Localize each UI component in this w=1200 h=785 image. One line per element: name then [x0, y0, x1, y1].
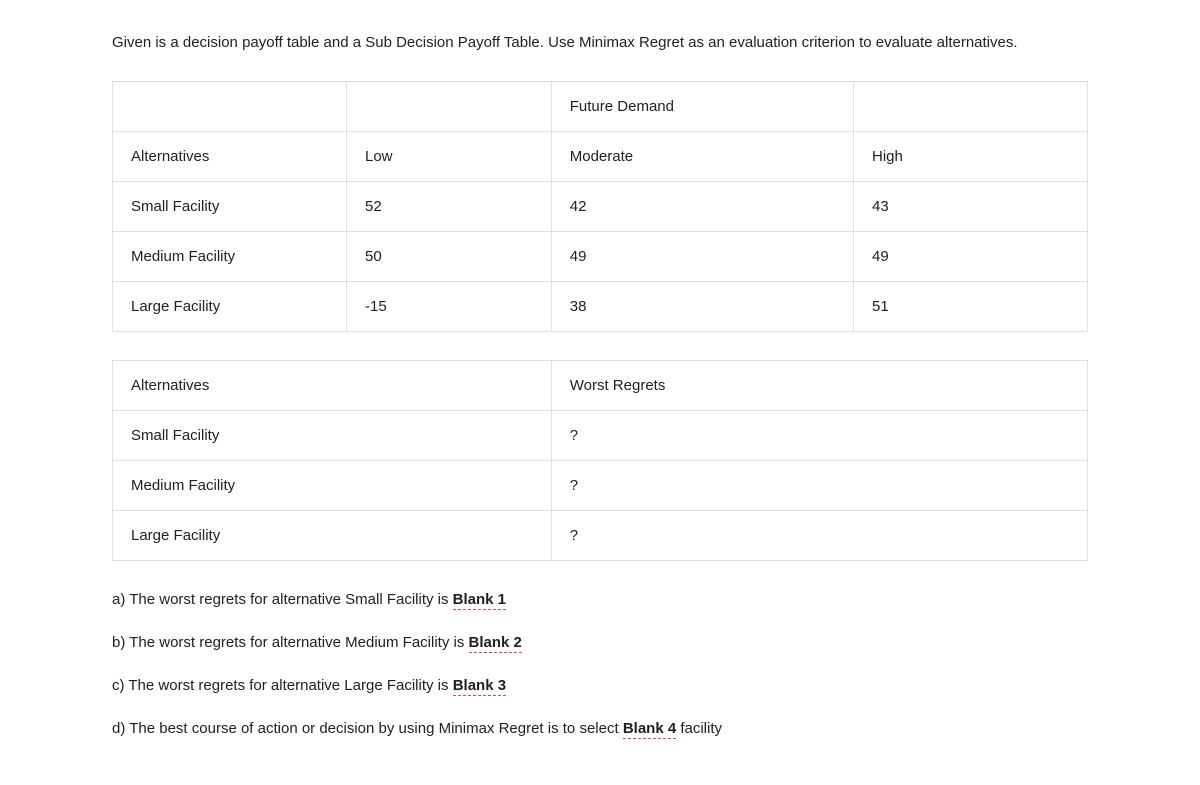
table-row: Medium Facility 50 49 49 [113, 232, 1088, 282]
cell-future-demand: Future Demand [551, 82, 853, 132]
question-d: d) The best course of action or decision… [112, 718, 1088, 739]
table-row: Alternatives Worst Regrets [113, 361, 1088, 411]
questions-block: a) The worst regrets for alternative Sma… [112, 589, 1088, 739]
cell-value: 43 [854, 182, 1088, 232]
question-text: d) The best course of action or decision… [112, 720, 623, 737]
col-header-alternatives: Alternatives [113, 361, 552, 411]
cell-empty [113, 82, 347, 132]
cell-value: ? [551, 411, 1087, 461]
cell-value: ? [551, 461, 1087, 511]
cell-alt: Small Facility [113, 411, 552, 461]
payoff-table: Future Demand Alternatives Low Moderate … [112, 81, 1088, 332]
blank-2[interactable]: Blank 2 [469, 634, 522, 653]
col-header-worst-regrets: Worst Regrets [551, 361, 1087, 411]
table-row: Medium Facility ? [113, 461, 1088, 511]
cell-alt: Small Facility [113, 182, 347, 232]
question-text: facility [676, 720, 722, 737]
cell-value: -15 [347, 282, 552, 332]
table-row: Small Facility 52 42 43 [113, 182, 1088, 232]
blank-1[interactable]: Blank 1 [453, 591, 506, 610]
question-c: c) The worst regrets for alternative Lar… [112, 675, 1088, 696]
table-row: Alternatives Low Moderate High [113, 132, 1088, 182]
question-a: a) The worst regrets for alternative Sma… [112, 589, 1088, 610]
cell-value: 38 [551, 282, 853, 332]
table-row: Large Facility -15 38 51 [113, 282, 1088, 332]
cell-value: 51 [854, 282, 1088, 332]
question-b: b) The worst regrets for alternative Med… [112, 632, 1088, 653]
col-header-alternatives: Alternatives [113, 132, 347, 182]
col-header-moderate: Moderate [551, 132, 853, 182]
cell-value: 49 [551, 232, 853, 282]
table-row: Future Demand [113, 82, 1088, 132]
question-text: c) The worst regrets for alternative Lar… [112, 677, 453, 694]
cell-alt: Large Facility [113, 511, 552, 561]
cell-value: 42 [551, 182, 853, 232]
cell-empty [347, 82, 552, 132]
col-header-low: Low [347, 132, 552, 182]
cell-alt: Medium Facility [113, 232, 347, 282]
cell-value: 49 [854, 232, 1088, 282]
question-text: b) The worst regrets for alternative Med… [112, 634, 469, 651]
table-row: Large Facility ? [113, 511, 1088, 561]
question-text: a) The worst regrets for alternative Sma… [112, 591, 453, 608]
cell-value: 50 [347, 232, 552, 282]
blank-3[interactable]: Blank 3 [453, 677, 506, 696]
cell-alt: Large Facility [113, 282, 347, 332]
blank-4[interactable]: Blank 4 [623, 720, 676, 739]
intro-text: Given is a decision payoff table and a S… [112, 32, 1088, 53]
page-container: Given is a decision payoff table and a S… [0, 0, 1200, 785]
table-row: Small Facility ? [113, 411, 1088, 461]
cell-value: ? [551, 511, 1087, 561]
regret-table: Alternatives Worst Regrets Small Facilit… [112, 360, 1088, 561]
col-header-high: High [854, 132, 1088, 182]
cell-value: 52 [347, 182, 552, 232]
cell-alt: Medium Facility [113, 461, 552, 511]
cell-empty [854, 82, 1088, 132]
